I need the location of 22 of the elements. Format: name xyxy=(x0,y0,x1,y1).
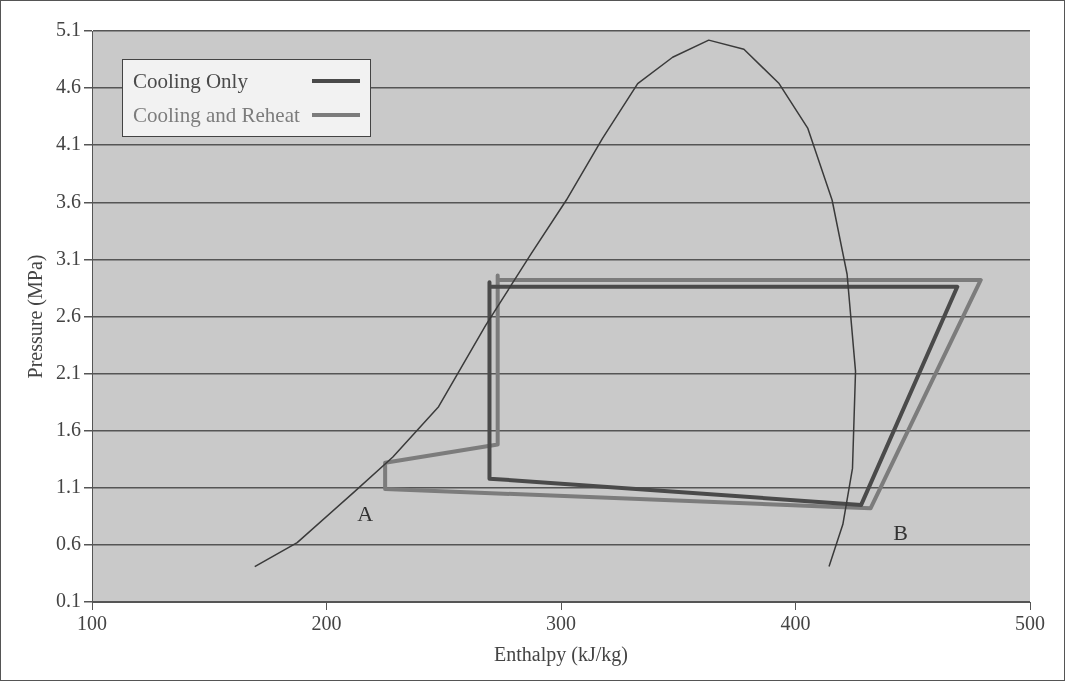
text: Cooling Only xyxy=(133,68,248,94)
x-axis-title: Enthalpy (kJ/kg) xyxy=(494,643,628,667)
annotation: B xyxy=(893,520,908,546)
y-tick-label: 0.6 xyxy=(56,532,81,555)
y-tick-label: 3.1 xyxy=(56,246,81,269)
x-tick-label: 100 xyxy=(77,612,107,635)
y-tick-label: 4.6 xyxy=(56,75,81,98)
y-tick-label: 3.6 xyxy=(56,189,81,212)
y-tick-label: 1.6 xyxy=(56,417,81,440)
y-tick-label: 4.1 xyxy=(56,132,81,155)
y-tick-label: 1.1 xyxy=(56,475,81,498)
y-tick-label: 5.1 xyxy=(56,18,81,41)
x-tick-label: 500 xyxy=(1015,612,1045,635)
y-tick-label: 2.6 xyxy=(56,303,81,326)
x-tick-label: 400 xyxy=(780,612,811,635)
y-tick-label: 0.1 xyxy=(56,589,81,612)
annotation: A xyxy=(357,500,374,526)
y-axis-title: Pressure (MPa) xyxy=(24,254,48,379)
x-tick-label: 200 xyxy=(311,612,342,635)
y-tick-label: 2.1 xyxy=(56,360,81,383)
legend-label: Cooling and Reheat xyxy=(133,102,300,128)
x-tick-label: 300 xyxy=(546,612,576,635)
